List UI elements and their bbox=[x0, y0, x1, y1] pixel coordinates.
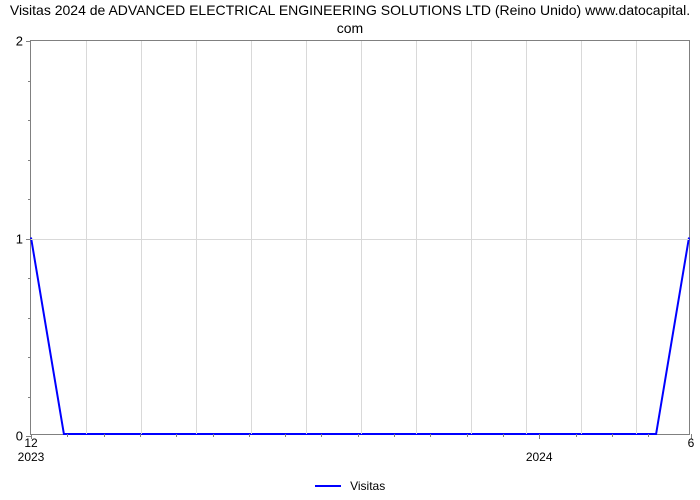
xtick-label-month: 12 bbox=[24, 436, 37, 450]
chart-root: Visitas 2024 de ADVANCED ELECTRICAL ENGI… bbox=[0, 0, 700, 500]
xtick-minor bbox=[321, 434, 322, 437]
ytick-minor bbox=[28, 160, 31, 161]
xtick-mark bbox=[539, 434, 540, 439]
xtick-minor bbox=[176, 434, 177, 437]
gridline-vertical bbox=[526, 41, 527, 434]
xtick-minor bbox=[648, 434, 649, 437]
ytick-minor bbox=[28, 278, 31, 279]
gridline-vertical bbox=[196, 41, 197, 434]
ytick-label: 1 bbox=[16, 231, 23, 246]
xtick-minor bbox=[213, 434, 214, 437]
xtick-minor bbox=[394, 434, 395, 437]
ytick-label: 0 bbox=[16, 429, 23, 444]
ytick-mark bbox=[26, 239, 31, 240]
legend: Visitas bbox=[0, 478, 700, 493]
gridline-horizontal bbox=[31, 239, 689, 240]
xtick-minor bbox=[576, 434, 577, 437]
xtick-minor bbox=[503, 434, 504, 437]
series-line-visitas bbox=[31, 41, 689, 434]
xtick-minor bbox=[67, 434, 68, 437]
chart-title: Visitas 2024 de ADVANCED ELECTRICAL ENGI… bbox=[0, 2, 700, 37]
gridline-vertical bbox=[581, 41, 582, 434]
ytick-mark bbox=[26, 41, 31, 42]
xtick-minor bbox=[285, 434, 286, 437]
xtick-label-year: 2023 bbox=[18, 450, 45, 464]
legend-label: Visitas bbox=[350, 479, 385, 493]
ytick-minor bbox=[28, 397, 31, 398]
xtick-minor bbox=[612, 434, 613, 437]
plot-area: 01212202320246 bbox=[30, 40, 690, 435]
ytick-label: 2 bbox=[16, 34, 23, 49]
xtick-minor bbox=[249, 434, 250, 437]
xtick-minor bbox=[358, 434, 359, 437]
legend-swatch bbox=[315, 485, 341, 487]
ytick-minor bbox=[28, 357, 31, 358]
xtick-label-month: 6 bbox=[688, 436, 695, 450]
gridline-vertical bbox=[416, 41, 417, 434]
xtick-minor bbox=[140, 434, 141, 437]
gridline-vertical bbox=[141, 41, 142, 434]
gridline-vertical bbox=[251, 41, 252, 434]
ytick-minor bbox=[28, 120, 31, 121]
gridline-vertical bbox=[636, 41, 637, 434]
xtick-minor bbox=[104, 434, 105, 437]
ytick-minor bbox=[28, 81, 31, 82]
ytick-minor bbox=[28, 318, 31, 319]
gridline-vertical bbox=[306, 41, 307, 434]
series-polyline bbox=[31, 238, 689, 435]
xtick-minor bbox=[430, 434, 431, 437]
ytick-minor bbox=[28, 199, 31, 200]
gridline-vertical bbox=[361, 41, 362, 434]
xtick-minor bbox=[467, 434, 468, 437]
gridline-vertical bbox=[471, 41, 472, 434]
xtick-label-year: 2024 bbox=[526, 450, 553, 464]
gridline-vertical bbox=[86, 41, 87, 434]
